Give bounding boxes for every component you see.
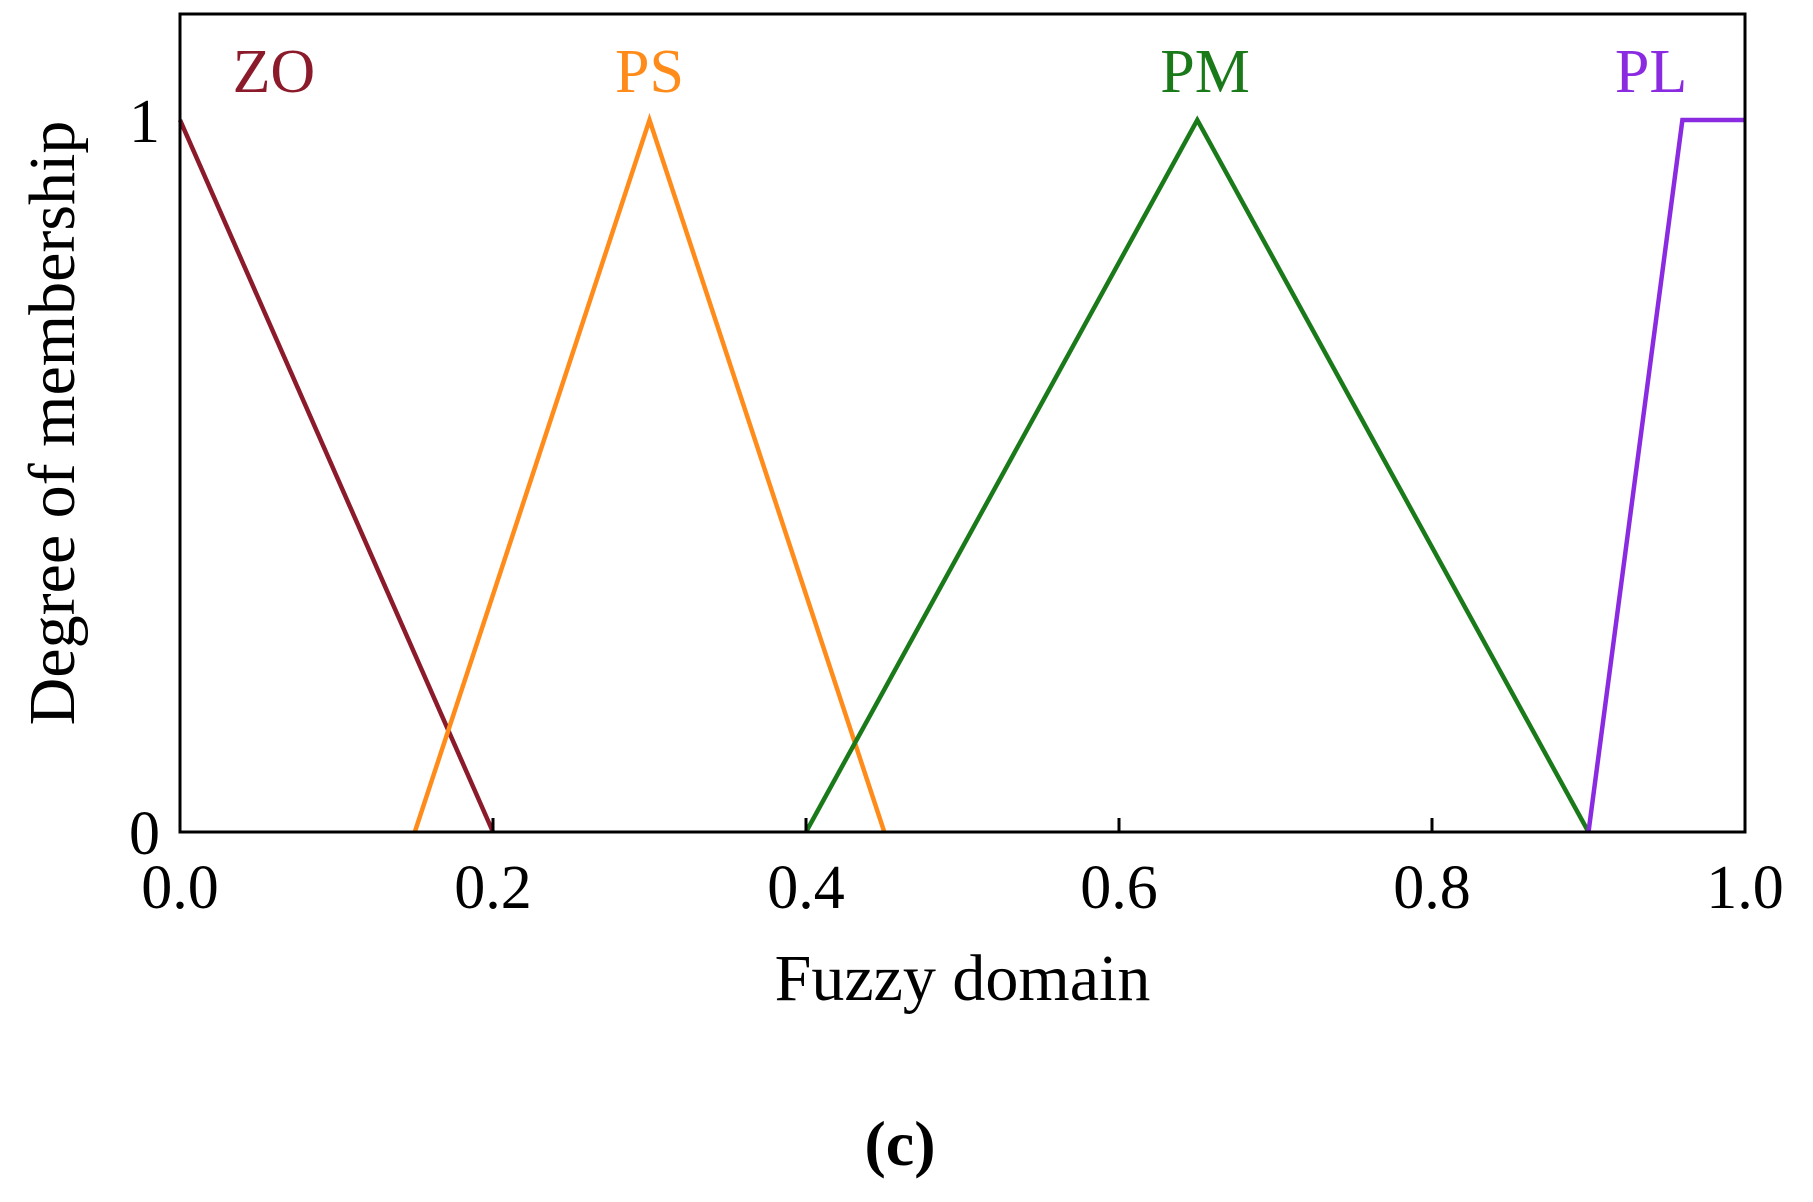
panel-label: (c)	[864, 1108, 935, 1179]
y-axis-title: Degree of membership	[16, 121, 89, 726]
series-line-pl	[1586, 117, 1745, 833]
x-axis-title: Fuzzy domain	[775, 942, 1151, 1015]
x-tick-label: 0.4	[767, 854, 845, 922]
series-line-ps	[412, 112, 887, 833]
x-tick-label: 1.0	[1706, 854, 1784, 922]
plot-area	[177, 112, 1745, 834]
series-label-ps: PS	[615, 38, 684, 106]
series-line-pm	[804, 115, 1591, 834]
series-label-pm: PM	[1160, 38, 1250, 106]
x-tick-label: 0.6	[1080, 854, 1158, 922]
y-tick-label: 1	[129, 88, 160, 156]
axis-ticks: 0.0 0.2 0.4 0.6 0.8 1.0 0 1	[129, 88, 1784, 922]
series-labels: ZO PS PM PL	[233, 38, 1688, 106]
series-label-pl: PL	[1615, 38, 1687, 106]
series-line-zo	[177, 119, 496, 833]
plot-frame	[178, 12, 1747, 834]
y-tick-label: 0	[129, 800, 160, 868]
x-tick-label: 0.2	[454, 854, 532, 922]
series-label-zo: ZO	[233, 38, 316, 106]
x-tick-label: 0.0	[141, 854, 219, 922]
x-tick-label: 0.8	[1393, 854, 1471, 922]
